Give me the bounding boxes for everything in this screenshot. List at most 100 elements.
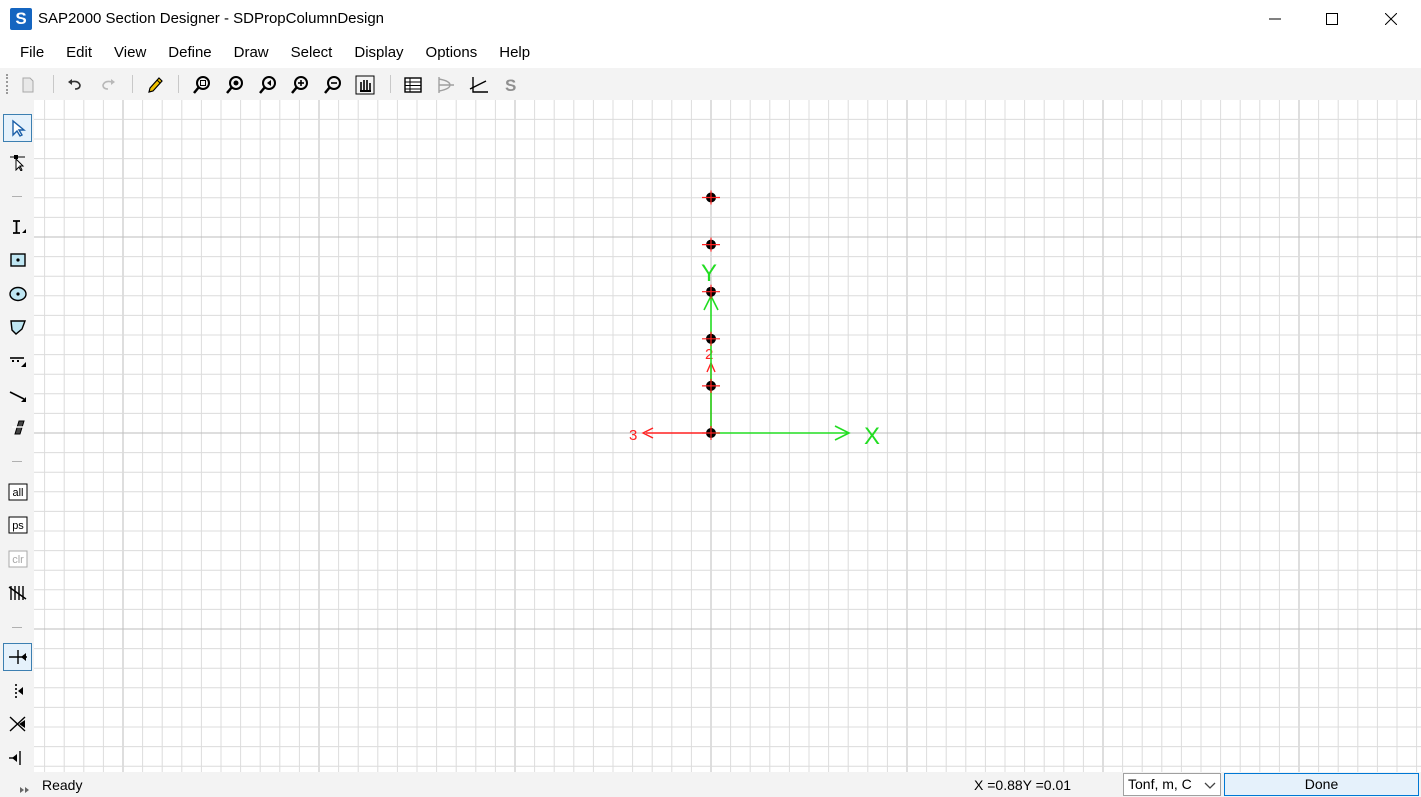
draw-circle-button[interactable] bbox=[3, 280, 32, 308]
draw-caliper-button[interactable] bbox=[3, 413, 32, 441]
zoom-window-button[interactable] bbox=[189, 72, 215, 98]
new-icon bbox=[22, 77, 34, 93]
zoom-window-icon bbox=[193, 76, 210, 94]
show-section-properties-button[interactable]: S bbox=[498, 72, 524, 98]
reshaper-button[interactable] bbox=[3, 148, 32, 176]
menu-draw[interactable]: Draw bbox=[233, 44, 269, 61]
toolbar-separator bbox=[12, 196, 22, 197]
snap-to-points-icon bbox=[8, 650, 27, 664]
clear-selection-button[interactable]: clr bbox=[3, 545, 32, 573]
units-dropdown[interactable]: Tonf, m, C bbox=[1123, 773, 1221, 796]
restore-full-view-button[interactable] bbox=[222, 72, 248, 98]
section-point[interactable] bbox=[702, 378, 720, 393]
menu-view[interactable]: View bbox=[114, 44, 147, 61]
get-previous-selection-icon: ps bbox=[8, 516, 27, 534]
clear-selection-label: clr bbox=[12, 554, 24, 566]
maximize-button[interactable] bbox=[1303, 0, 1361, 38]
local-axis-3-label: 3 bbox=[629, 427, 637, 444]
close-icon bbox=[1385, 13, 1397, 25]
draw-circle-icon bbox=[8, 286, 27, 302]
section-point[interactable] bbox=[702, 331, 720, 346]
show-tables-icon bbox=[404, 77, 422, 93]
zoom-in-icon bbox=[291, 76, 308, 94]
show-tables-button[interactable] bbox=[400, 72, 426, 98]
draw-rectangle-button[interactable] bbox=[3, 246, 32, 274]
menu-options[interactable]: Options bbox=[425, 44, 478, 61]
app-icon[interactable]: S bbox=[10, 8, 32, 30]
select-intersecting-line-button[interactable] bbox=[3, 579, 32, 607]
menu-select[interactable]: Select bbox=[290, 44, 333, 61]
section-point[interactable] bbox=[702, 426, 720, 440]
title-bar: S SAP2000 Section Designer - SDPropColum… bbox=[0, 0, 1421, 38]
select-all-label: all bbox=[12, 487, 23, 499]
toolbar-separator bbox=[12, 461, 22, 462]
global-x-arrowhead bbox=[834, 425, 851, 441]
draw-i-section-button[interactable] bbox=[3, 213, 32, 241]
select-intersecting-line-icon bbox=[8, 586, 26, 600]
local-axis-3-arrowhead bbox=[641, 427, 654, 439]
menu-define[interactable]: Define bbox=[168, 44, 212, 61]
snap-to-intersections-button[interactable] bbox=[3, 710, 32, 738]
redo-button[interactable] bbox=[95, 72, 121, 98]
snap-to-points-button[interactable] bbox=[3, 643, 32, 671]
pencil-button[interactable] bbox=[142, 72, 168, 98]
status-text: Ready bbox=[42, 777, 83, 793]
menu-edit[interactable]: Edit bbox=[66, 44, 93, 61]
section-point[interactable] bbox=[702, 284, 720, 299]
minimize-icon bbox=[1269, 18, 1281, 20]
get-previous-selection-button[interactable]: ps bbox=[3, 511, 32, 539]
drawing-canvas[interactable]: 3 2 X Y bbox=[34, 100, 1421, 772]
previous-zoom-button[interactable] bbox=[255, 72, 281, 98]
section-point[interactable] bbox=[702, 237, 720, 252]
pan-icon bbox=[355, 75, 375, 95]
coordinate-readout: X =0.88Y =0.01 bbox=[974, 777, 1072, 793]
menu-help[interactable]: Help bbox=[499, 44, 531, 61]
snap-to-line-ends-button[interactable] bbox=[3, 677, 32, 705]
units-value: Tonf, m, C bbox=[1128, 776, 1192, 792]
done-button[interactable]: Done bbox=[1224, 773, 1419, 796]
draw-i-section-icon bbox=[12, 220, 26, 234]
moment-curvature-button[interactable] bbox=[466, 72, 492, 98]
toolbar-grip[interactable] bbox=[6, 74, 8, 94]
draw-reinforcing-shape-icon bbox=[9, 357, 26, 367]
menu-display[interactable]: Display bbox=[354, 44, 404, 61]
pan-button[interactable] bbox=[352, 72, 378, 98]
maximize-icon bbox=[1326, 13, 1338, 25]
previous-zoom-icon bbox=[259, 76, 276, 94]
global-x-label: X bbox=[864, 423, 880, 450]
show-section-properties-icon: S bbox=[505, 76, 516, 94]
minimize-button[interactable] bbox=[1246, 0, 1304, 38]
toolbar-separator bbox=[12, 627, 22, 628]
moment-curvature-icon bbox=[469, 77, 488, 93]
snap-to-perpendicular-button[interactable] bbox=[3, 744, 32, 772]
draw-polygon-button[interactable] bbox=[3, 313, 32, 341]
global-y-label: Y bbox=[701, 260, 717, 287]
section-point[interactable] bbox=[702, 190, 720, 205]
interaction-surface-button[interactable] bbox=[433, 72, 459, 98]
zoom-out-button[interactable] bbox=[320, 72, 346, 98]
draw-line-bar-button[interactable] bbox=[3, 381, 32, 409]
pointer-icon bbox=[11, 119, 26, 137]
grid bbox=[34, 100, 1421, 772]
draw-polygon-icon bbox=[9, 320, 26, 335]
close-button[interactable] bbox=[1362, 0, 1420, 38]
zoom-out-icon bbox=[324, 76, 341, 94]
undo-button[interactable] bbox=[62, 72, 88, 98]
toolbar-separator bbox=[390, 75, 391, 93]
undo-icon bbox=[68, 79, 81, 90]
pointer-button[interactable] bbox=[3, 114, 32, 142]
new-button[interactable] bbox=[15, 72, 41, 98]
select-all-icon: all bbox=[8, 483, 27, 501]
restore-full-view-icon bbox=[226, 76, 243, 94]
snap-to-intersections-icon bbox=[9, 716, 25, 732]
local-axis-2-label: 2 bbox=[705, 346, 713, 363]
redo-icon bbox=[102, 79, 115, 90]
select-all-button[interactable]: all bbox=[3, 478, 32, 506]
menu-file[interactable]: File bbox=[20, 44, 45, 61]
toolbar-separator bbox=[53, 75, 54, 93]
toolbar-overflow-icon[interactable] bbox=[18, 784, 32, 796]
zoom-in-button[interactable] bbox=[287, 72, 313, 98]
status-bar: Ready X =0.88Y =0.01 Tonf, m, C Done bbox=[0, 772, 1421, 797]
draw-reinforcing-shape-button[interactable] bbox=[3, 347, 32, 375]
global-axes: X Y bbox=[701, 260, 880, 450]
